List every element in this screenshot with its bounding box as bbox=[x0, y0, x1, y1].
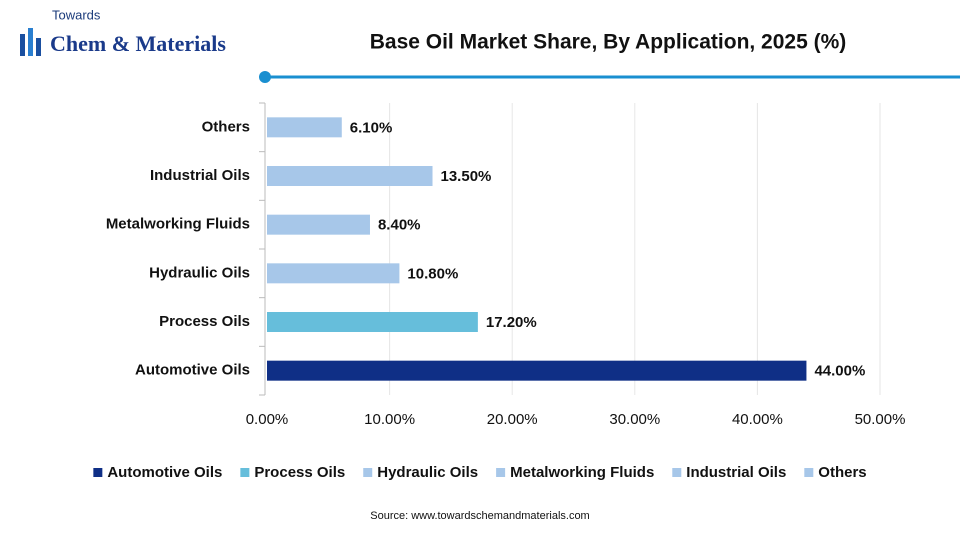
legend-swatch bbox=[93, 468, 103, 477]
bar bbox=[267, 312, 478, 332]
logo: Towards Chem & Materials bbox=[20, 7, 226, 56]
legend-label: Metalworking Fluids bbox=[510, 464, 654, 481]
legend-swatch bbox=[804, 468, 814, 477]
logo-icon bbox=[36, 38, 41, 56]
legend-label: Process Oils bbox=[254, 464, 345, 481]
legend-label: Automotive Oils bbox=[107, 464, 222, 481]
x-tick-label: 30.00% bbox=[609, 411, 660, 428]
bar bbox=[267, 166, 433, 186]
y-tick-label: Hydraulic Oils bbox=[149, 264, 250, 281]
bar bbox=[267, 117, 342, 138]
logo-main: Chem & Materials bbox=[50, 31, 226, 56]
y-tick-label: Industrial Oils bbox=[150, 167, 250, 184]
source: Source: www.towardschemandmaterials.com bbox=[370, 510, 589, 522]
legend-label: Hydraulic Oils bbox=[377, 464, 478, 481]
bar bbox=[267, 214, 370, 235]
x-tick-label: 20.00% bbox=[487, 411, 538, 428]
chart-title: Base Oil Market Share, By Application, 2… bbox=[370, 31, 847, 54]
logo-icon bbox=[28, 28, 33, 56]
x-tick-label: 0.00% bbox=[246, 411, 289, 428]
x-tick-label: 50.00% bbox=[855, 411, 906, 428]
data-label: 8.40% bbox=[378, 217, 421, 234]
legend-label: Industrial Oils bbox=[686, 464, 786, 481]
x-tick-label: 10.00% bbox=[364, 411, 415, 428]
y-tick-label: Others bbox=[202, 118, 250, 135]
data-label: 10.80% bbox=[407, 265, 458, 282]
legend-swatch bbox=[240, 468, 250, 477]
data-label: 17.20% bbox=[486, 314, 537, 331]
legend-label: Others bbox=[818, 464, 866, 481]
data-label: 44.00% bbox=[814, 363, 865, 380]
y-tick-label: Metalworking Fluids bbox=[106, 216, 250, 233]
x-tick-label: 40.00% bbox=[732, 411, 783, 428]
legend-swatch bbox=[496, 468, 506, 477]
legend-swatch bbox=[363, 468, 373, 477]
title-rule-dot bbox=[259, 71, 271, 83]
legend-swatch bbox=[672, 468, 682, 477]
data-label: 6.10% bbox=[350, 119, 393, 136]
logo-icon bbox=[20, 34, 25, 56]
data-label: 13.50% bbox=[441, 168, 492, 185]
y-tick-label: Process Oils bbox=[159, 313, 250, 330]
bar bbox=[267, 360, 807, 381]
y-tick-label: Automotive Oils bbox=[135, 362, 250, 379]
bar bbox=[267, 263, 400, 284]
logo-top: Towards bbox=[52, 7, 101, 22]
